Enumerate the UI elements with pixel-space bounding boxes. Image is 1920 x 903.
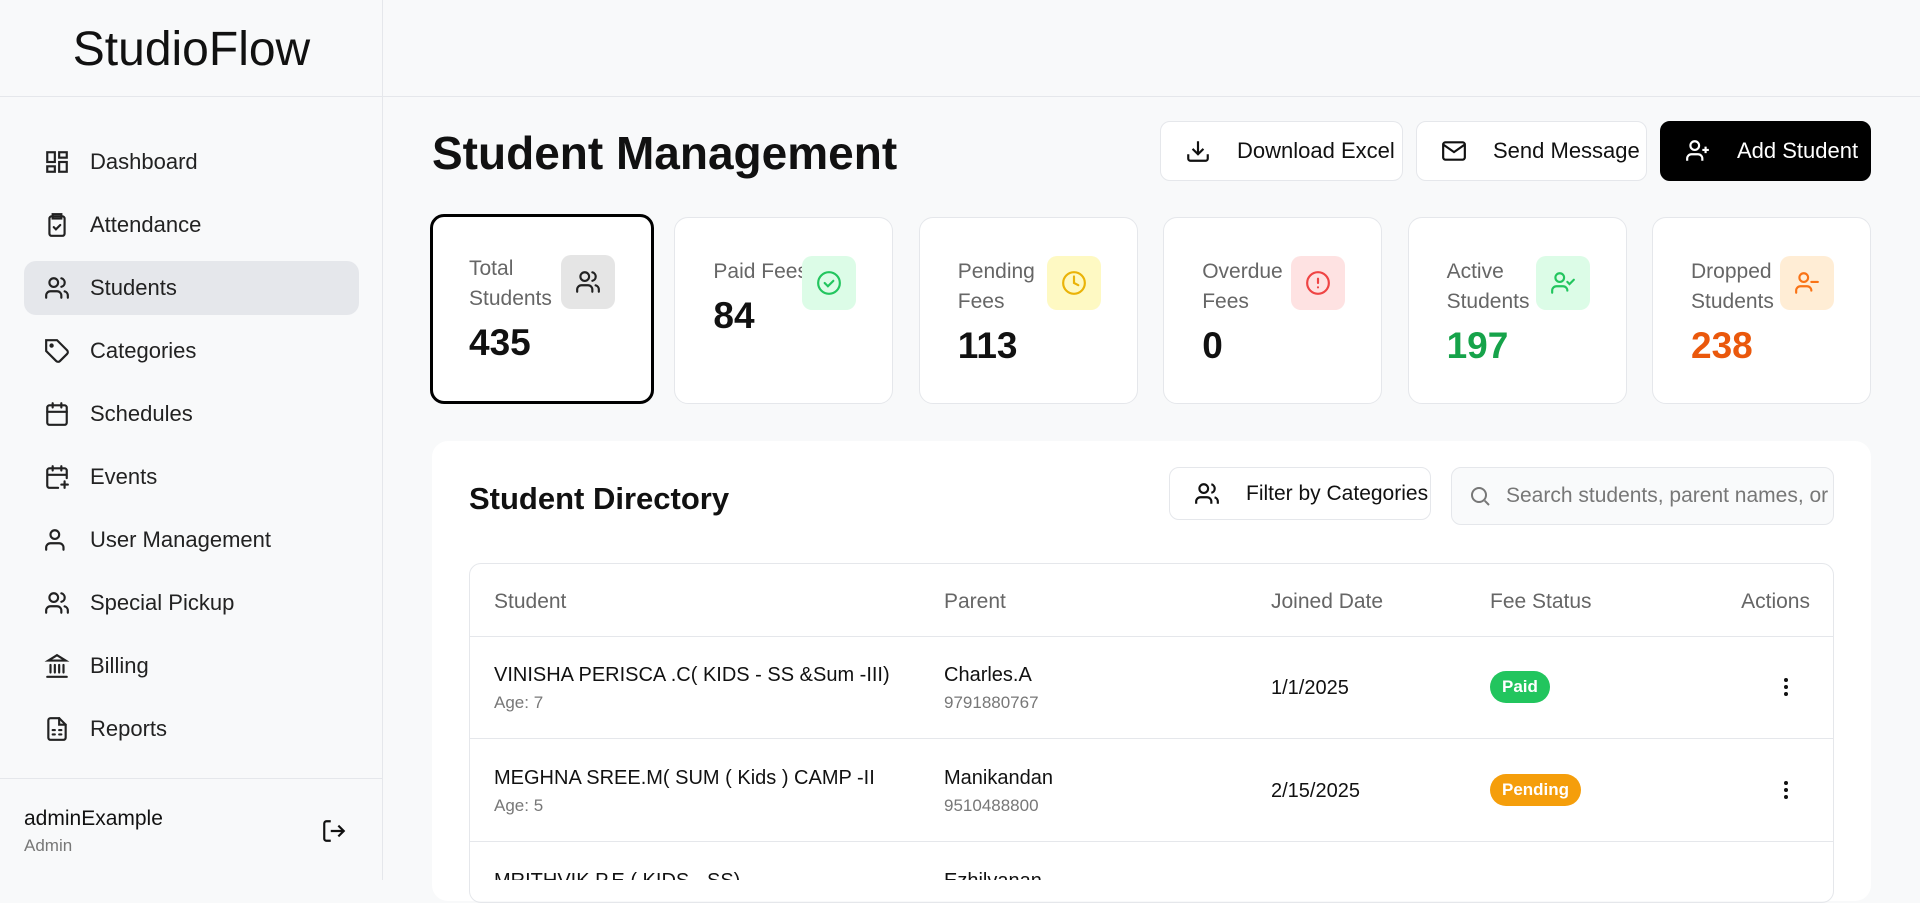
- divider: [0, 778, 383, 779]
- message-button[interactable]: Send Message: [1416, 121, 1647, 181]
- download-button[interactable]: Download Excel: [1160, 121, 1403, 181]
- nav-label: Categories: [90, 338, 197, 363]
- joined-date: 1/1/2025: [1271, 677, 1349, 699]
- stat-value: 238: [1691, 325, 1753, 366]
- nav-item[interactable]: Reports: [24, 702, 359, 756]
- nav-item[interactable]: Billing: [24, 639, 359, 693]
- button-label: Send Message: [1493, 138, 1640, 163]
- student-name: VINISHA PERISCA .C( KIDS - SS &Sum -III): [494, 664, 890, 686]
- stat-value: 113: [957, 325, 1018, 366]
- stat-card[interactable]: Overdue Fees 0: [1163, 217, 1383, 404]
- stat-label: Dropped Students: [1691, 260, 1774, 313]
- stat-card[interactable]: Total Students 435: [430, 214, 654, 404]
- parent-name: Manikandan: [944, 767, 1053, 789]
- parent-name: Ezhilvanan: [944, 870, 1042, 880]
- nav-label: Special Pickup: [90, 590, 235, 615]
- parent-phone: 9791880767: [944, 693, 1039, 712]
- nav-label: Schedules: [90, 401, 193, 426]
- fee-status: Paid: [1490, 671, 1550, 703]
- nav-label: Dashboard: [90, 149, 198, 174]
- nav-label: Attendance: [90, 212, 202, 237]
- stat-icon: [561, 255, 615, 309]
- column-header: Fee Status: [1490, 590, 1592, 613]
- stat-card[interactable]: Pending Fees 113: [918, 217, 1138, 404]
- nav-label: Reports: [90, 716, 168, 741]
- row-divider: [470, 738, 1833, 739]
- button-label: Download Excel: [1237, 138, 1395, 163]
- stat-label: Overdue Fees: [1202, 260, 1283, 313]
- joined-date: 2/15/2025: [1271, 780, 1360, 802]
- rows: VINISHA PERISCA .C( KIDS - SS &Sum -III)…: [494, 664, 1798, 880]
- nav-item[interactable]: Schedules: [24, 387, 359, 441]
- actions-menu[interactable]: [1774, 778, 1798, 807]
- stat-card[interactable]: Active Students 197: [1407, 217, 1627, 404]
- student-name: MRITHVIK P.E ( KIDS - SS): [494, 870, 740, 880]
- stat-value: 84: [713, 295, 755, 336]
- student-age: Age: 5: [494, 796, 544, 815]
- column-header: Actions: [1741, 590, 1810, 613]
- nav-label: Students: [90, 275, 177, 300]
- column-header: Parent: [944, 590, 1006, 613]
- stat-icon: [1535, 256, 1590, 310]
- divider: [383, 96, 1920, 97]
- logo: StudioFlow: [72, 23, 311, 76]
- sidebar: StudioFlow Dashboard Attendance Students Ca…: [0, 0, 383, 880]
- fee-status: Pending: [1490, 774, 1582, 806]
- search-input[interactable]: Search students, parent names, or: [1451, 467, 1834, 525]
- nav-item[interactable]: Students: [24, 261, 359, 315]
- student-name: MEGHNA SREE.M( SUM ( Kids ) CAMP -II: [494, 767, 875, 789]
- directory-title: Student Directory: [469, 481, 730, 516]
- divider: [0, 96, 383, 97]
- stat-value: 0: [1202, 325, 1223, 366]
- stat-label: Pending Fees: [957, 260, 1035, 313]
- logout-icon[interactable]: [321, 818, 347, 844]
- stat-value: 197: [1446, 325, 1509, 366]
- student-age: Age: 7: [494, 693, 544, 712]
- nav-label: User Management: [90, 527, 271, 552]
- nav-item[interactable]: Attendance: [24, 198, 359, 252]
- stat-value: 435: [469, 322, 531, 363]
- stat-label: Active Students: [1446, 260, 1530, 313]
- add-button[interactable]: Add Student: [1660, 121, 1871, 181]
- search-placeholder: Search students, parent names, or: [1506, 484, 1829, 507]
- actions-menu[interactable]: [1774, 675, 1798, 704]
- user-name: adminExample: [24, 807, 163, 830]
- column-header: Joined Date: [1271, 590, 1384, 613]
- stat-icon: [1046, 256, 1101, 310]
- column-header: Student: [494, 590, 567, 613]
- stat-icon: [1780, 256, 1834, 310]
- button-label: Add Student: [1737, 138, 1859, 163]
- stat-icon: [1291, 256, 1346, 310]
- nav-label: Events: [90, 464, 158, 489]
- nav-item[interactable]: Special Pickup: [24, 576, 359, 630]
- filter-button[interactable]: Filter by Categories: [1169, 467, 1431, 520]
- row-divider: [470, 841, 1833, 842]
- stat-label: Total Students: [469, 257, 552, 310]
- nav-item[interactable]: User Management: [24, 513, 359, 567]
- stat-icon: [802, 256, 857, 310]
- stat-card[interactable]: Dropped Students 238: [1652, 217, 1871, 404]
- nav-item[interactable]: Dashboard: [24, 135, 359, 189]
- parent-phone: 9510488800: [944, 796, 1039, 815]
- nav-item[interactable]: Categories: [24, 324, 359, 378]
- nav-item[interactable]: Events: [24, 450, 359, 504]
- stat-label: Paid Fees: [713, 260, 808, 283]
- page-title: Student Management: [432, 127, 898, 179]
- user-role: Admin: [24, 836, 73, 855]
- stat-card[interactable]: Paid Fees 84: [674, 217, 894, 404]
- parent-name: Charles.A: [944, 664, 1032, 686]
- row-divider: [470, 636, 1833, 637]
- nav-label: Billing: [90, 653, 149, 678]
- button-label: Filter by Categories: [1246, 481, 1429, 505]
